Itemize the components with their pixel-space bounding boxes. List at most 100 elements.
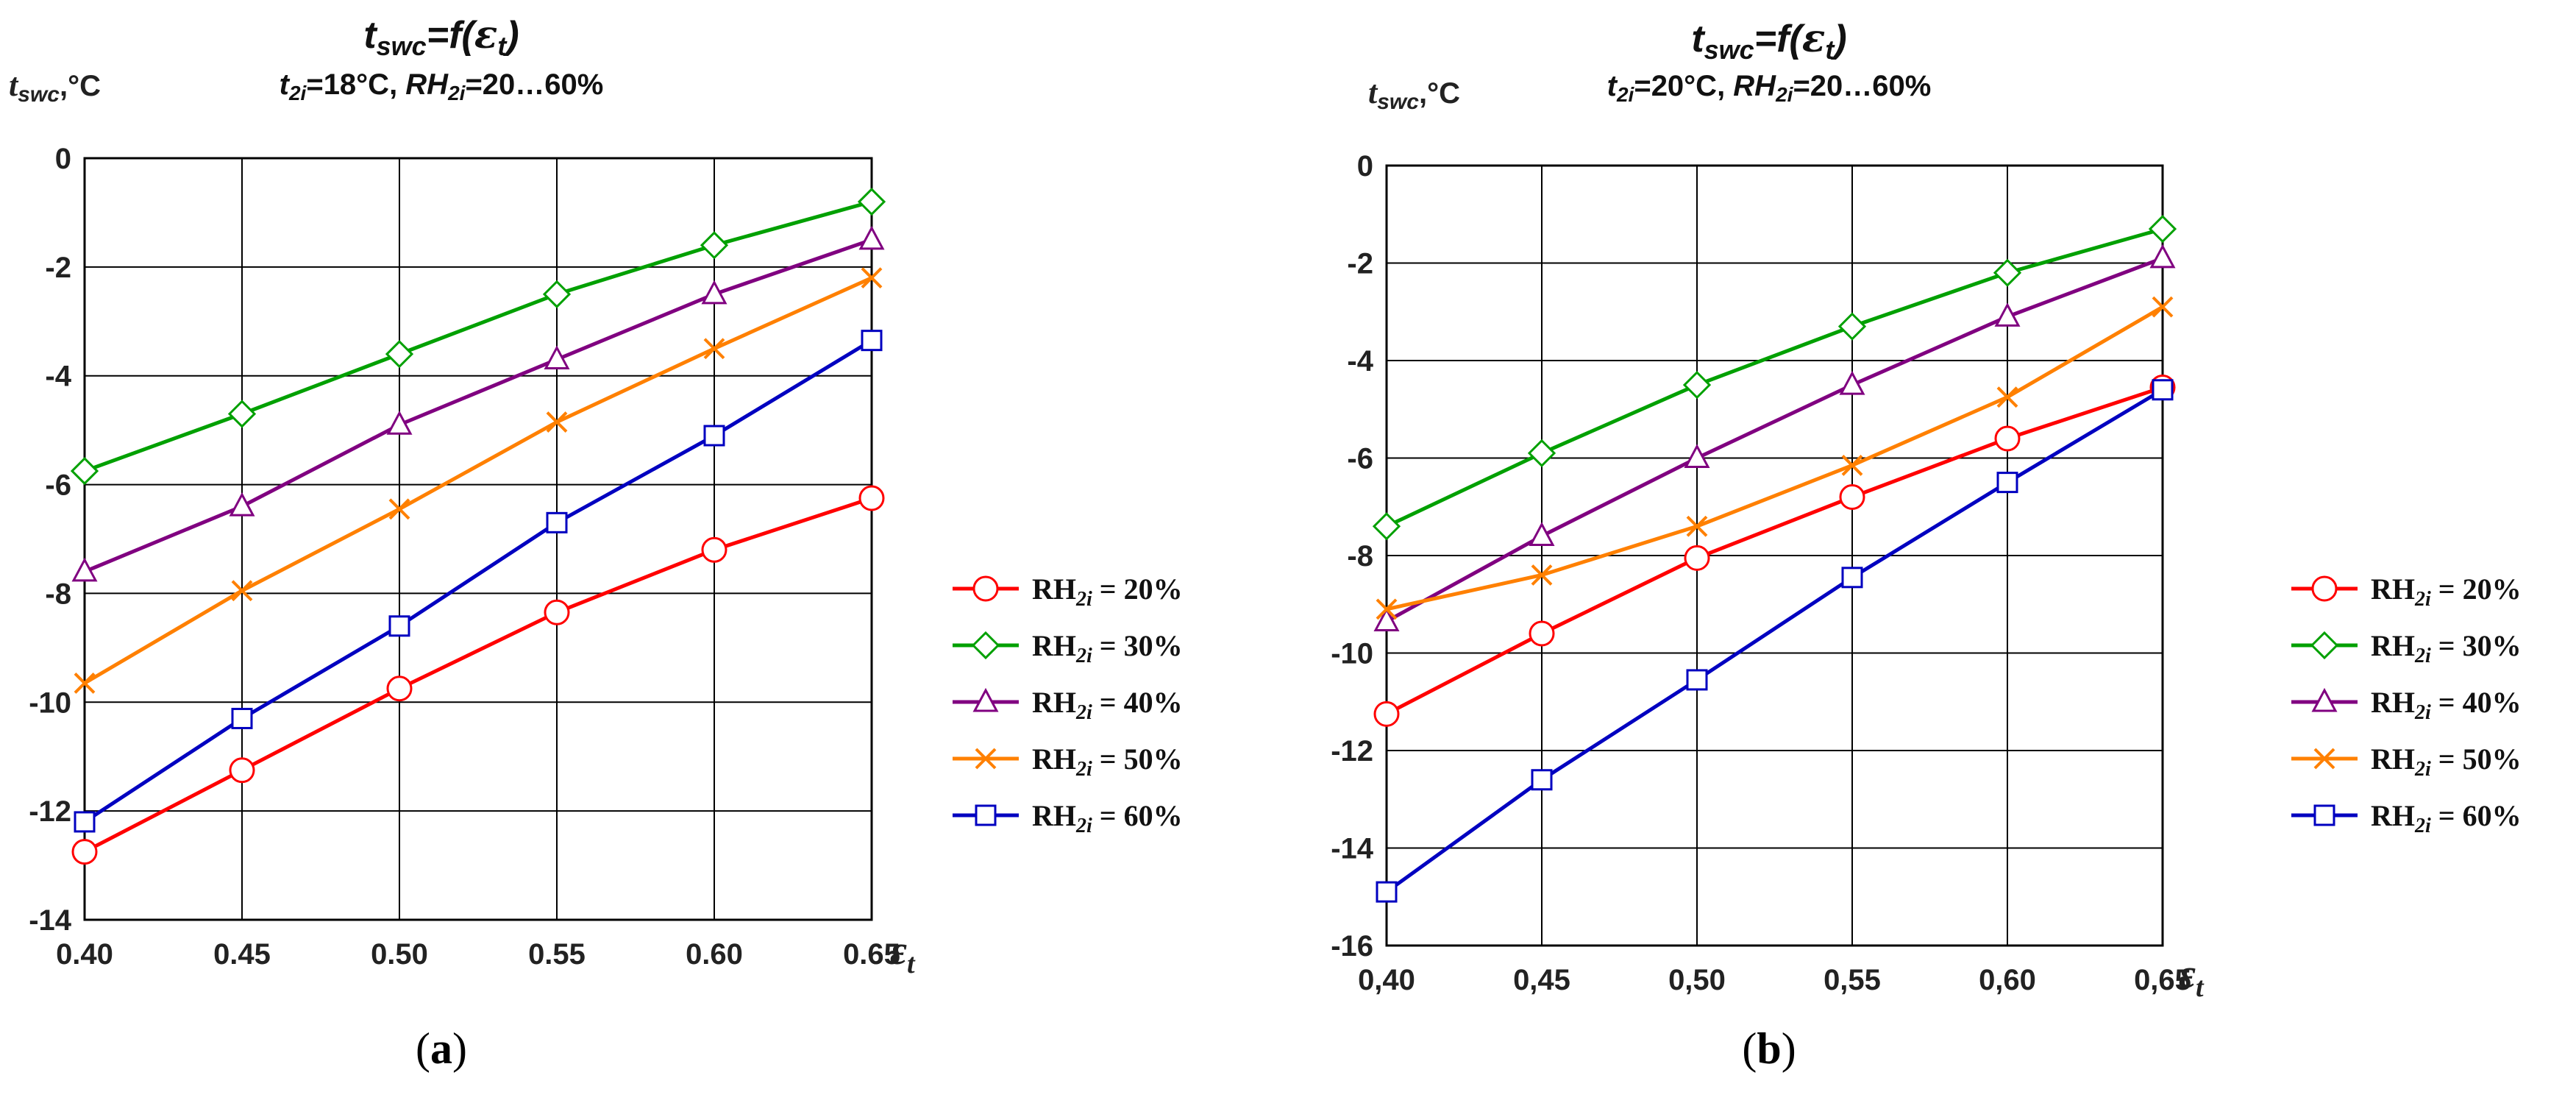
subtitle-t-sub: 2i xyxy=(1616,83,1635,106)
chart-subtitle: t2i=18°C, RH2i=20…60% xyxy=(280,68,604,104)
data-point xyxy=(858,485,885,511)
subtitle-t-val: =18°C, xyxy=(306,68,405,101)
data-point xyxy=(861,267,883,289)
legend-label-main: RH xyxy=(2371,686,2415,719)
legend-label: RH2i = 60% xyxy=(2371,799,2522,837)
legend-label-rest: = 40% xyxy=(1092,686,1183,719)
legend-swatch-marker xyxy=(975,804,997,826)
legend-label-sub: 2i xyxy=(2414,701,2431,724)
series-line xyxy=(1385,256,2163,623)
legend-item: RH2i = 50% xyxy=(2291,742,2522,781)
legend-label-main: RH xyxy=(1032,629,1076,662)
subtitle-rh-sub: 2i xyxy=(1775,83,1794,106)
data-point xyxy=(388,615,410,637)
x-axis-label: εt xyxy=(890,928,916,979)
data-point xyxy=(227,400,257,428)
data-point xyxy=(1996,386,2018,408)
data-point xyxy=(1841,455,1863,476)
subtitle-rh: RH xyxy=(405,68,449,101)
xlabel-eps-sub: t xyxy=(907,948,916,979)
title-var-sub: swc xyxy=(1704,35,1754,65)
legend-label-sub: 2i xyxy=(2414,815,2431,837)
y-tick-label: -4 xyxy=(45,361,71,393)
ylabel-sub: swc xyxy=(18,82,60,107)
x-tick-label: 0,50 xyxy=(1668,964,1726,996)
legend: RH2i = 20%RH2i = 30%RH2i = 40%RH2i = 50%… xyxy=(2291,572,2522,837)
title-var: t xyxy=(363,14,378,57)
y-tick-label: -4 xyxy=(1347,345,1373,377)
legend: RH2i = 20%RH2i = 30%RH2i = 40%RH2i = 50%… xyxy=(953,572,1183,837)
legend-label-sub: 2i xyxy=(1075,758,1092,781)
series-line xyxy=(1385,386,2163,716)
title-var-sub: swc xyxy=(377,31,427,61)
legend-label-sub: 2i xyxy=(1075,588,1092,611)
y-tick-label: -14 xyxy=(1331,833,1374,865)
data-point xyxy=(1376,881,1398,903)
legend-label-main: RH xyxy=(1032,686,1076,719)
series-2 xyxy=(71,225,885,582)
series-line xyxy=(1386,305,2164,611)
data-point xyxy=(71,839,98,865)
y-tick-label: -8 xyxy=(45,578,71,610)
legend-swatch-marker xyxy=(975,748,997,770)
data-point xyxy=(1686,669,1708,691)
legend-label: RH2i = 50% xyxy=(1032,742,1183,781)
subtitle-rh-val: =20…60% xyxy=(465,68,603,101)
legend-swatch-marker xyxy=(971,631,1000,660)
legend-swatch-marker xyxy=(2311,687,2338,712)
subtitle-rh-sub: 2i xyxy=(447,82,466,104)
data-point xyxy=(1994,302,2021,327)
title-eps: ε xyxy=(474,13,498,57)
subtitle-rh-val: =20…60% xyxy=(1793,70,1931,102)
legend-swatch-marker xyxy=(2310,631,2339,660)
x-tick-label: 0,60 xyxy=(1979,964,2036,996)
legend-swatch-marker xyxy=(972,575,999,602)
series-4 xyxy=(1376,379,2174,903)
subtitle-t: t xyxy=(280,68,291,101)
title-mid: =f( xyxy=(427,14,479,57)
y-tick-label: 0 xyxy=(1357,150,1373,182)
caption-close: ) xyxy=(1782,1024,1796,1073)
y-tick-label: -2 xyxy=(1347,248,1373,280)
data-point xyxy=(546,411,568,433)
data-point xyxy=(74,672,96,694)
y-tick-label: -14 xyxy=(29,904,72,937)
xlabel-eps: ε xyxy=(890,928,907,973)
legend-label-main: RH xyxy=(1032,572,1076,606)
data-point xyxy=(703,338,725,360)
data-point xyxy=(70,456,99,486)
legend-label: RH2i = 30% xyxy=(1032,629,1183,667)
data-point xyxy=(546,511,568,533)
data-point xyxy=(1373,701,1400,727)
legend-label-rest: = 20% xyxy=(2431,572,2522,606)
data-point xyxy=(2149,244,2176,269)
xlabel-eps: ε xyxy=(2179,951,2196,997)
data-point xyxy=(542,280,572,308)
x-tick-label: 0,40 xyxy=(1358,964,1415,996)
legend-label-sub: 2i xyxy=(1075,815,1092,837)
legend-label-rest: = 50% xyxy=(1092,742,1183,776)
y-tick-label: -8 xyxy=(1347,540,1373,572)
legend-label-main: RH xyxy=(2371,742,2415,776)
x-tick-label: 0,65 xyxy=(2134,964,2191,996)
y-axis-label: tswc,°C xyxy=(9,67,101,107)
data-point xyxy=(74,811,96,833)
chart-subtitle: t2i=20°C, RH2i=20…60% xyxy=(1607,70,1932,106)
y-tick-label: -12 xyxy=(29,795,71,828)
data-point xyxy=(1841,567,1863,589)
data-point xyxy=(703,425,725,447)
title-eps-sub: t xyxy=(497,31,508,61)
series-0 xyxy=(71,485,885,865)
title-mid: =f( xyxy=(1754,18,1807,60)
legend-label-main: RH xyxy=(2371,629,2415,662)
series-4 xyxy=(74,330,883,833)
x-tick-label: 0.45 xyxy=(213,938,271,971)
legend-item: RH2i = 60% xyxy=(953,799,1183,837)
y-tick-label: 0 xyxy=(55,143,71,175)
legend-item: RH2i = 40% xyxy=(2291,686,2522,724)
data-point xyxy=(386,675,413,702)
series-line xyxy=(1385,388,2164,894)
plot-area xyxy=(83,157,873,921)
data-point xyxy=(71,557,98,582)
legend-label: RH2i = 60% xyxy=(1032,799,1183,837)
